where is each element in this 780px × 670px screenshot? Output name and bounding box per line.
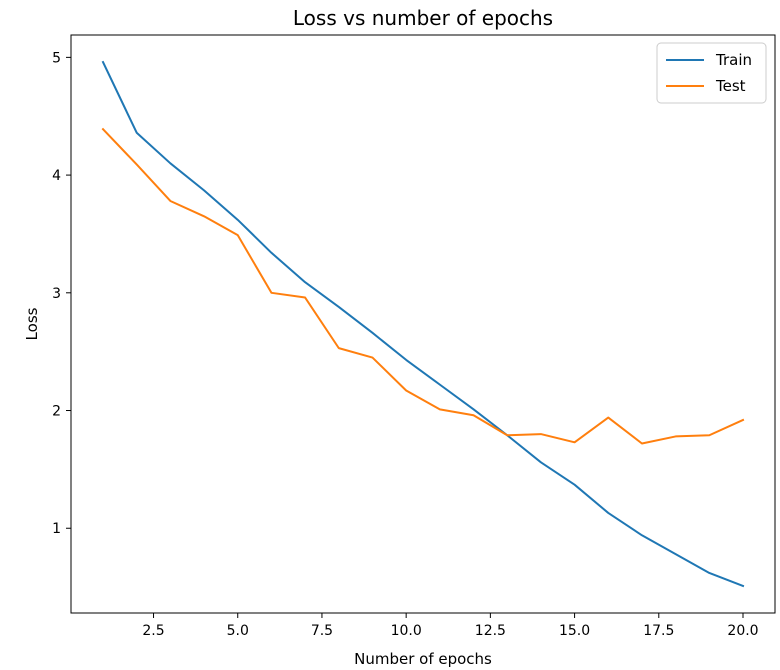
y-axis-label: Loss <box>23 307 41 340</box>
x-axis-label: Number of epochs <box>354 650 492 668</box>
legend-label-test: Test <box>715 77 746 95</box>
x-tick-label: 2.5 <box>142 623 164 639</box>
series-layer <box>101 60 745 588</box>
x-tick-label: 7.5 <box>311 623 333 639</box>
y-tick-label: 5 <box>52 50 61 66</box>
x-tick-label: 10.0 <box>391 623 422 639</box>
y-tick-label: 4 <box>52 168 61 184</box>
x-tick-label: 20.0 <box>727 623 758 639</box>
x-tick-label: 5.0 <box>227 623 249 639</box>
x-axis: 2.5 5.0 7.5 10.0 12.5 15.0 17.5 20.0 <box>142 613 759 639</box>
x-tick-label: 17.5 <box>643 623 674 639</box>
y-tick-label: 3 <box>52 286 61 302</box>
plot-area <box>70 34 776 614</box>
series-line-test <box>101 127 745 445</box>
y-tick-label: 2 <box>52 404 61 420</box>
x-tick-label: 15.0 <box>559 623 590 639</box>
legend: Train Test <box>656 42 767 104</box>
x-tick-label: 12.5 <box>475 623 506 639</box>
chart-title: Loss vs number of epochs <box>293 6 553 30</box>
series-line-train <box>101 60 745 588</box>
y-axis: 1 2 3 4 5 <box>52 50 71 537</box>
y-tick-label: 1 <box>52 521 61 537</box>
legend-label-train: Train <box>715 51 752 69</box>
legend-box <box>656 42 767 104</box>
